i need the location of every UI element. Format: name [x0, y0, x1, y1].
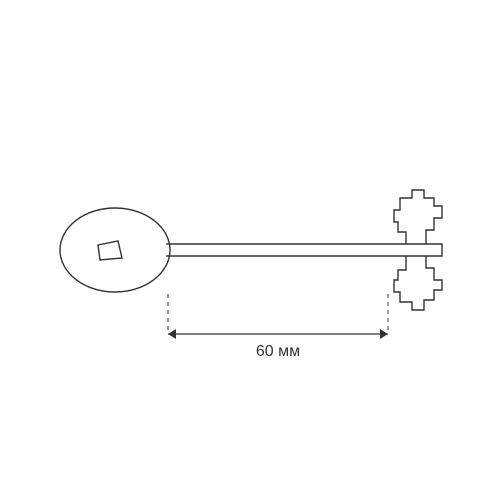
- key-bit-cap: [426, 244, 442, 256]
- dimension-label: 60 мм: [256, 343, 300, 360]
- key-bit-top: [394, 190, 442, 244]
- key-bow-hole: [98, 241, 122, 260]
- dimension-arrow-right: [380, 329, 388, 339]
- dimension-arrow-left: [168, 329, 176, 339]
- key-bow: [60, 208, 170, 292]
- key-bit-bottom: [394, 256, 442, 310]
- key-diagram: 60 мм: [0, 0, 500, 500]
